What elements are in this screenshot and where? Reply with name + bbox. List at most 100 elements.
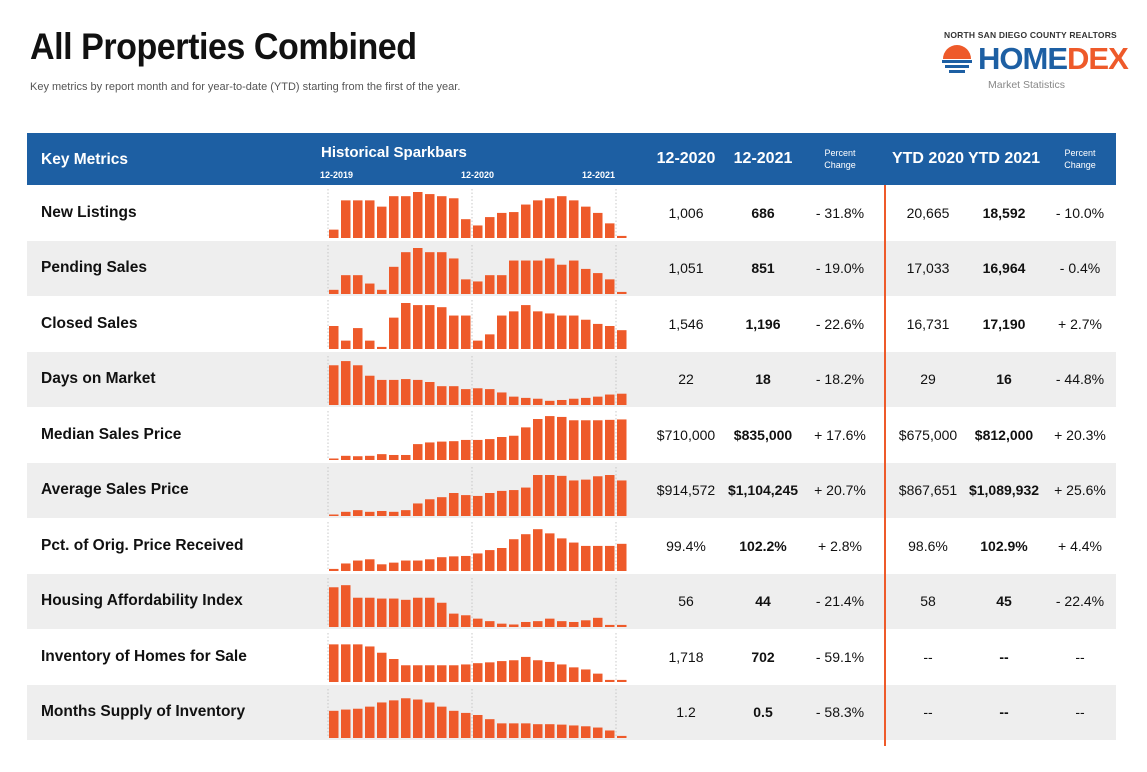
sparkbar-bar [365,706,375,738]
value-12-2020: 1,006 [668,204,704,221]
sparkbar-bar [425,498,435,516]
value-ytd-2021: -- [999,648,1009,665]
sparkbar-bar [341,584,351,627]
value-ytd-2021: 16 [996,371,1012,388]
ytd-percent-change: + 25.6% [1054,482,1106,499]
sparkbar-bar [569,398,579,405]
sparkbar-bar [545,416,555,460]
sparkbar-bar [557,196,567,238]
sparkbar-bar [461,315,471,349]
sparkbar-bar [329,710,339,738]
sparkbar-bar [509,722,519,738]
sparkbar-bar [617,235,627,238]
sparkbar-bar [425,251,435,294]
sparkbar-bar [389,266,399,294]
sparkbar-bar [365,340,375,349]
sparkbar-bar [605,223,615,238]
sparkbar-bar [413,444,423,460]
sparkbar-bar [521,621,531,627]
sparkbar-bar [425,597,435,627]
sparkbar-bar [593,323,603,349]
sparkbar-bar [365,646,375,682]
homedex-logo: NORTH SAN DIEGO COUNTY REALTORS HOMEDEX … [940,30,1129,96]
sparkbar-bar [365,455,375,460]
sparkbar-bar [617,393,627,405]
sparkbar-bar [569,315,579,349]
sparkbar-bar [581,619,591,627]
value-12-2020: 1,718 [668,648,704,665]
percent-change: - 31.8% [815,204,865,221]
sparkbar-bar [497,391,507,405]
metric-label: Days on Market [41,370,156,388]
sparkbar-bar [521,397,531,405]
sparkbar-bar [509,260,519,294]
metric-label: Median Sales Price [41,425,182,443]
sparkbar-bar [473,553,483,571]
sparkbar-bar [497,437,507,460]
value-12-2021: $1,104,245 [727,482,799,499]
sparkbar-bar [593,545,603,571]
sparkbar-chart [327,189,627,238]
sparkbar-bar [401,303,411,349]
sparkbar-bar [521,305,531,349]
value-ytd-2020: 17,033 [906,260,950,277]
sparkbar-bar [401,454,411,460]
sparkbar-bar [497,623,507,627]
table-header: Key Metrics Historical Sparkbars 12-2019… [27,133,1116,185]
logo-org: NORTH SAN DIEGO COUNTY REALTORS [944,30,1117,40]
sparkbar-chart [327,355,627,405]
header-tick-3: 12-2021 [582,170,616,180]
value-12-2021: $835,000 [733,426,793,443]
value-ytd-2020: -- [923,648,933,665]
sparkbar-bar [569,542,579,571]
value-12-2020: $710,000 [656,426,716,443]
sparkbar-bar [461,712,471,738]
sparkbar-bar [413,699,423,738]
value-ytd-2021: 45 [996,593,1012,610]
sparkbar-bar [509,396,519,405]
sparkbar-bar [557,315,567,349]
sparkbar-bar [365,559,375,571]
value-12-2020: 56 [678,593,694,610]
page-subtitle: Key metrics by report month and for year… [30,81,461,93]
sparkbar-bar [461,555,471,571]
sparkbar-bar [605,394,615,405]
sparkbar-bar [449,665,459,682]
sparkbar-bar [389,699,399,738]
sparkbar-chart [327,522,627,571]
sparkbar-bar [377,346,387,349]
sparkbar-bar [485,620,495,627]
sparkbar-bar [581,725,591,738]
value-12-2020: 1,546 [668,315,704,332]
logo-wordmark: HOMEDEX [978,41,1129,77]
sparkbar-bar [473,714,483,738]
value-ytd-2020: $675,000 [898,426,958,443]
sparkbar-bar [605,679,615,682]
sparkbar-bar [413,560,423,571]
sparkbar-bar [389,598,399,627]
sparkbar-bar [509,660,519,682]
sparkbar-chart [327,411,627,460]
sparkbar-bar [437,196,447,238]
sparkbar-bar [461,494,471,516]
sparkbar-bar [437,307,447,349]
metric-label: Housing Affordability Index [41,592,243,610]
sparkbar-bar [485,217,495,238]
sparkbar-bar [329,586,339,627]
sparkbar-bar [449,492,459,516]
sparkbar-bar [521,656,531,682]
sparkbar-bar [401,599,411,627]
sparkbar-bar [377,701,387,738]
sparkbar-bar [365,375,375,405]
sparkbar-bar [497,661,507,682]
sparkbar-bar [389,659,399,682]
sparkbar-bar [581,669,591,682]
sparkbar-bar [329,229,339,238]
value-12-2021: 44 [755,593,771,610]
sparkbar-bar [461,664,471,682]
sparkbar-bar [425,381,435,405]
percent-change: - 59.1% [815,648,865,665]
sparkbar-bar [593,673,603,682]
header-ytd-pct-line1: Percent [1064,148,1096,158]
sparkbar-bar [605,326,615,349]
